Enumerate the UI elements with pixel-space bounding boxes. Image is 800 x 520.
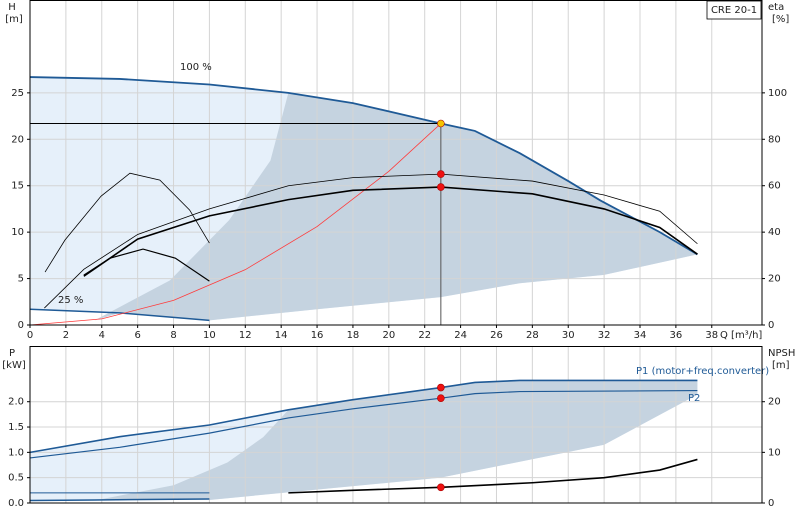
x-tick-label: 18 bbox=[347, 330, 360, 341]
x-tick-label: 0 bbox=[27, 330, 33, 341]
y-label-unit: [m] bbox=[5, 14, 23, 25]
plot-frame bbox=[29, 0, 763, 326]
regions bbox=[30, 77, 698, 501]
y2-tick-label: 20 bbox=[768, 397, 781, 408]
x-tick-label: 34 bbox=[634, 330, 647, 341]
y2-tick-label: 0 bbox=[768, 320, 774, 331]
axes: 0 2 4 6 8 10 12 14 16 18 20 22 24 26 28 30 32 34 36 3805101… bbox=[2, 0, 795, 509]
y-tick-label: 15 bbox=[11, 181, 24, 192]
curve bbox=[29, 379, 698, 454]
x-tick-label: 20 bbox=[382, 330, 395, 341]
y-tick-label: 10 bbox=[11, 227, 24, 238]
y-tick-label: 5 bbox=[18, 274, 24, 285]
grid bbox=[30, 0, 762, 503]
y-label: P bbox=[9, 348, 15, 359]
x-tick-label: 32 bbox=[598, 330, 611, 341]
curve-label: 25 % bbox=[58, 295, 83, 306]
y-tick-label: 20 bbox=[11, 134, 24, 145]
y2-tick-label: 20 bbox=[768, 274, 781, 285]
x-tick-label: 6 bbox=[134, 330, 140, 341]
y-label: H bbox=[8, 2, 16, 13]
y-label-unit: [kW] bbox=[2, 360, 26, 371]
duty-point bbox=[437, 119, 445, 128]
duty-point bbox=[437, 183, 445, 191]
x-tick-label: 30 bbox=[562, 330, 575, 341]
y2-tick-label: 100 bbox=[768, 88, 787, 99]
plot-frame bbox=[29, 346, 763, 504]
curve-label: P1 (motor+freq.converter) bbox=[636, 366, 769, 377]
y2-tick-label: 10 bbox=[768, 447, 781, 458]
duty-point bbox=[437, 483, 445, 492]
curve bbox=[29, 389, 698, 459]
x-tick-label: 16 bbox=[311, 330, 324, 341]
x-tick-label: 14 bbox=[275, 330, 288, 341]
y2-label: eta bbox=[768, 2, 784, 13]
x-tick-label: 2 bbox=[63, 330, 69, 341]
curve bbox=[29, 76, 698, 256]
curve-label: P2 bbox=[688, 393, 700, 404]
x-tick-label: 8 bbox=[170, 330, 176, 341]
x-tick-label: 26 bbox=[490, 330, 503, 341]
curve bbox=[29, 498, 210, 502]
y-tick-label: 0 bbox=[18, 320, 24, 331]
curve bbox=[44, 172, 210, 273]
y-tick-label: 0.0 bbox=[8, 498, 24, 509]
x-tick-label: 28 bbox=[526, 330, 539, 341]
x-tick-label: 38 bbox=[705, 330, 718, 341]
x-tick-label: 36 bbox=[670, 330, 683, 341]
y2-tick-label: 80 bbox=[768, 134, 781, 145]
y2-label: NPSH bbox=[768, 348, 795, 359]
duty-point bbox=[437, 394, 445, 402]
curve bbox=[44, 173, 698, 309]
x-tick-label: 24 bbox=[454, 330, 467, 341]
title-box bbox=[706, 0, 762, 20]
curve bbox=[29, 123, 442, 326]
y-tick-label: 1.0 bbox=[8, 447, 24, 458]
y2-tick-label: 60 bbox=[768, 181, 781, 192]
y-tick-label: 2.0 bbox=[8, 397, 24, 408]
curve bbox=[83, 186, 698, 277]
y2-tick-label: 0 bbox=[768, 498, 774, 509]
y2-label-unit: [%] bbox=[772, 14, 789, 25]
x-tick-label: 22 bbox=[418, 330, 431, 341]
x-tick-label: 4 bbox=[99, 330, 105, 341]
x-tick-label: 12 bbox=[239, 330, 252, 341]
duty-point bbox=[437, 170, 445, 178]
x-tick-label: 10 bbox=[203, 330, 216, 341]
curve bbox=[29, 308, 210, 322]
y-tick-label: 0.5 bbox=[8, 473, 24, 484]
curves bbox=[29, 76, 698, 502]
y2-tick-label: 40 bbox=[768, 227, 781, 238]
chart-title: CRE 20-1 bbox=[711, 5, 757, 16]
curve bbox=[288, 458, 698, 494]
curve-label: 100 % bbox=[180, 62, 212, 73]
y-tick-label: 1.5 bbox=[8, 422, 24, 433]
x-label: Q [m³/h] bbox=[720, 330, 762, 341]
duty-point bbox=[437, 383, 445, 392]
curve bbox=[83, 248, 210, 282]
y2-label-unit: [m] bbox=[772, 360, 790, 371]
y-tick-label: 25 bbox=[11, 88, 24, 99]
